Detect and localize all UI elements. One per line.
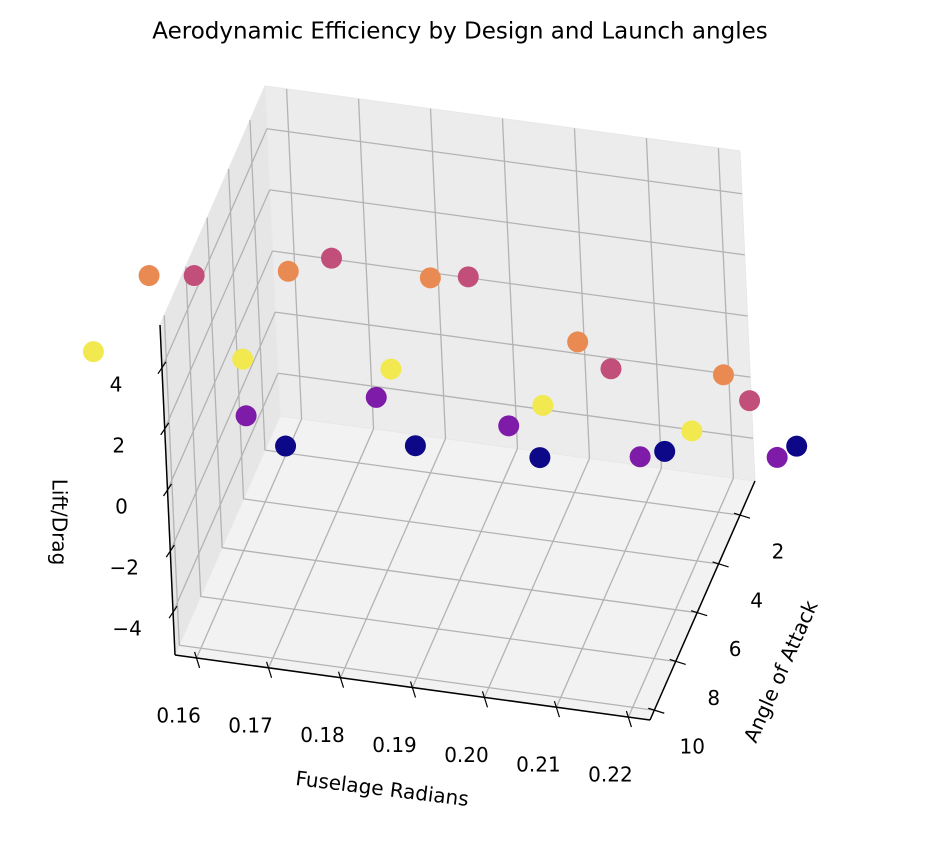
grid-line [179, 644, 655, 711]
grid-line [243, 498, 719, 565]
x-tick-label: 0.20 [444, 743, 489, 767]
grid-line [627, 477, 735, 718]
point [232, 348, 254, 370]
point [380, 358, 402, 380]
grid-line [269, 189, 745, 256]
y-tick-label: 2 [772, 540, 785, 564]
x-tick [481, 691, 489, 708]
point [712, 364, 734, 386]
grid-line [169, 311, 276, 552]
x-tick-label: 0.21 [516, 753, 561, 777]
point [138, 265, 160, 287]
y-tick [669, 658, 686, 666]
point [567, 331, 589, 353]
point [419, 267, 441, 289]
grid-line [266, 128, 743, 195]
y-tick-label: 8 [707, 686, 720, 710]
point [786, 435, 808, 457]
grid-line [339, 438, 447, 678]
grid-line [264, 449, 741, 516]
grid-line [222, 547, 698, 614]
point [321, 247, 343, 269]
grid [161, 88, 754, 718]
point [532, 394, 554, 416]
axes: 0.16 0.17 0.18 0.19 0.20 0.21 0.22246810−4−202… [110, 324, 785, 787]
x-tick-label: 0.19 [372, 733, 417, 757]
grid-line [272, 250, 748, 317]
x-tick [553, 701, 561, 718]
y-axis-line [649, 480, 756, 721]
grid-line [161, 128, 268, 369]
grid-line [172, 372, 279, 613]
x-tick [337, 671, 345, 688]
y-tick [648, 707, 665, 714]
point [766, 446, 788, 468]
z-tick-label: 0 [115, 495, 128, 519]
y-tick-label: 4 [750, 588, 763, 612]
point [275, 435, 297, 457]
panels [159, 85, 756, 721]
x-tick-label: 0.18 [300, 723, 345, 747]
x-tick-label: 0.17 [228, 713, 273, 737]
grid-line [483, 458, 591, 698]
grid-line [164, 189, 271, 430]
grid-line [200, 595, 676, 663]
x-tick-label: 0.16 [156, 703, 201, 727]
grid-line [411, 448, 519, 688]
point [277, 260, 299, 282]
point [82, 341, 104, 363]
z-axis-title: Lift/Drag [48, 479, 72, 566]
y-tick-label: 10 [680, 735, 705, 759]
x-axis-line [174, 654, 651, 721]
z-tick-label: 4 [110, 372, 123, 396]
z-axis-line [159, 324, 176, 656]
grid-line [195, 418, 303, 659]
z-tick-label: −4 [112, 617, 141, 641]
point [739, 390, 761, 412]
point [681, 420, 703, 442]
chart-title: Aerodynamic Efficiency by Design and Lau… [152, 19, 767, 45]
x-tick [194, 651, 201, 669]
point [529, 447, 551, 469]
z-tick-label: 2 [112, 433, 125, 457]
point [654, 440, 676, 462]
points [82, 247, 808, 469]
z-tick-label: −2 [110, 556, 139, 580]
point [498, 415, 520, 437]
y-tick [712, 561, 729, 568]
point [600, 358, 622, 380]
grid-line [555, 467, 663, 708]
x-tick-label: 0.22 [588, 763, 633, 787]
grid-line [277, 372, 754, 439]
point [629, 446, 651, 468]
point [235, 405, 257, 427]
point [457, 266, 479, 288]
x-tick [409, 681, 417, 698]
point [365, 386, 387, 408]
point [183, 265, 205, 287]
point [404, 435, 426, 457]
x-tick [265, 661, 273, 678]
x-tick [625, 710, 632, 728]
grid-line [166, 250, 274, 491]
y-tick-label: 6 [729, 637, 742, 661]
y-tick [733, 512, 751, 519]
y-tick [690, 610, 708, 617]
grid-line [275, 311, 751, 378]
grid-line [267, 428, 375, 669]
